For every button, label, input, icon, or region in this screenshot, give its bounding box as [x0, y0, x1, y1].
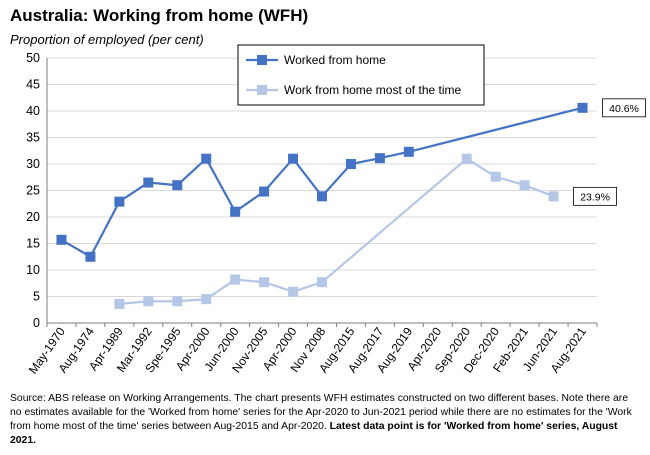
series-marker-0: [85, 251, 96, 262]
y-tick-label: 35: [26, 131, 40, 145]
callout-box: [602, 98, 646, 118]
series-marker-0: [259, 186, 270, 197]
series-marker-0: [345, 159, 356, 169]
x-axis: May-1970Aug-1974Apr-1989Mar-1992Spe-1995…: [26, 323, 598, 376]
callouts: 40.6% 23.9%: [573, 98, 646, 206]
series-marker-1: [288, 286, 299, 297]
series-marker-0: [56, 234, 67, 245]
chart-subtitle: Proportion of employed (per cent): [10, 32, 204, 47]
y-tick-label: 0: [33, 316, 40, 330]
series-marker-0: [288, 153, 299, 164]
legend-label: Work from home most of the time: [284, 83, 461, 97]
y-tick-label: 45: [26, 78, 40, 92]
callout-label: 23.9%: [580, 191, 610, 203]
y-axis: 0 5 10 15 20 25 30 35 40 45 50: [26, 51, 48, 330]
callout-box: [573, 186, 617, 206]
series-marker-1: [548, 191, 559, 202]
series-marker-0: [230, 206, 241, 217]
y-tick-label: 15: [26, 237, 40, 251]
legend-box: [237, 44, 485, 106]
y-tick-label: 5: [33, 290, 40, 304]
legend-swatch-marker: [257, 85, 267, 95]
series-marker-1: [490, 171, 501, 182]
series-marker-0: [403, 146, 414, 157]
y-tick-label: 20: [26, 210, 40, 224]
series-marker-1: [143, 296, 154, 307]
series-marker-1: [201, 294, 212, 305]
chart-title: Australia: Working from home (WFH): [10, 6, 309, 25]
series-marker-1: [172, 296, 183, 307]
legend-label: Worked from home: [284, 53, 386, 67]
legend: Worked from home Work from home most of t…: [237, 44, 485, 106]
source-text: Source: ABS release on Working Arrangeme…: [10, 393, 632, 432]
series-marker-1: [317, 277, 327, 288]
series-marker-1: [519, 180, 530, 191]
y-tick-label: 10: [26, 263, 40, 277]
series-marker-0: [201, 153, 212, 164]
series-marker-1: [230, 274, 241, 285]
series-marker-1: [114, 298, 125, 309]
y-tick-label: 40: [26, 104, 40, 118]
series-marker-0: [374, 153, 385, 164]
callout-label: 40.6%: [609, 103, 639, 115]
series-marker-0: [317, 191, 327, 202]
source-latest-note: Latest data point is for 'Worked from ho…: [10, 421, 618, 446]
series-line-0: [60, 106, 583, 259]
series-marker-0: [114, 196, 125, 207]
series-marker-1: [461, 153, 472, 164]
line-chart: 0 5 10 15 20 25 30 35 40 45 50 May-1970Aug-1974Apr…: [26, 44, 646, 376]
series-group: [56, 102, 588, 309]
series-marker-0: [143, 177, 154, 188]
y-tick-label: 30: [26, 157, 40, 171]
y-tick-label: 50: [26, 51, 40, 65]
series-marker-0: [172, 180, 183, 191]
y-tick-label: 25: [26, 184, 40, 198]
series-marker-1: [259, 277, 270, 288]
series-marker-0: [577, 102, 588, 113]
source-note: Source: ABS release on Working Arrangeme…: [10, 392, 642, 448]
legend-swatch-marker: [257, 55, 267, 65]
